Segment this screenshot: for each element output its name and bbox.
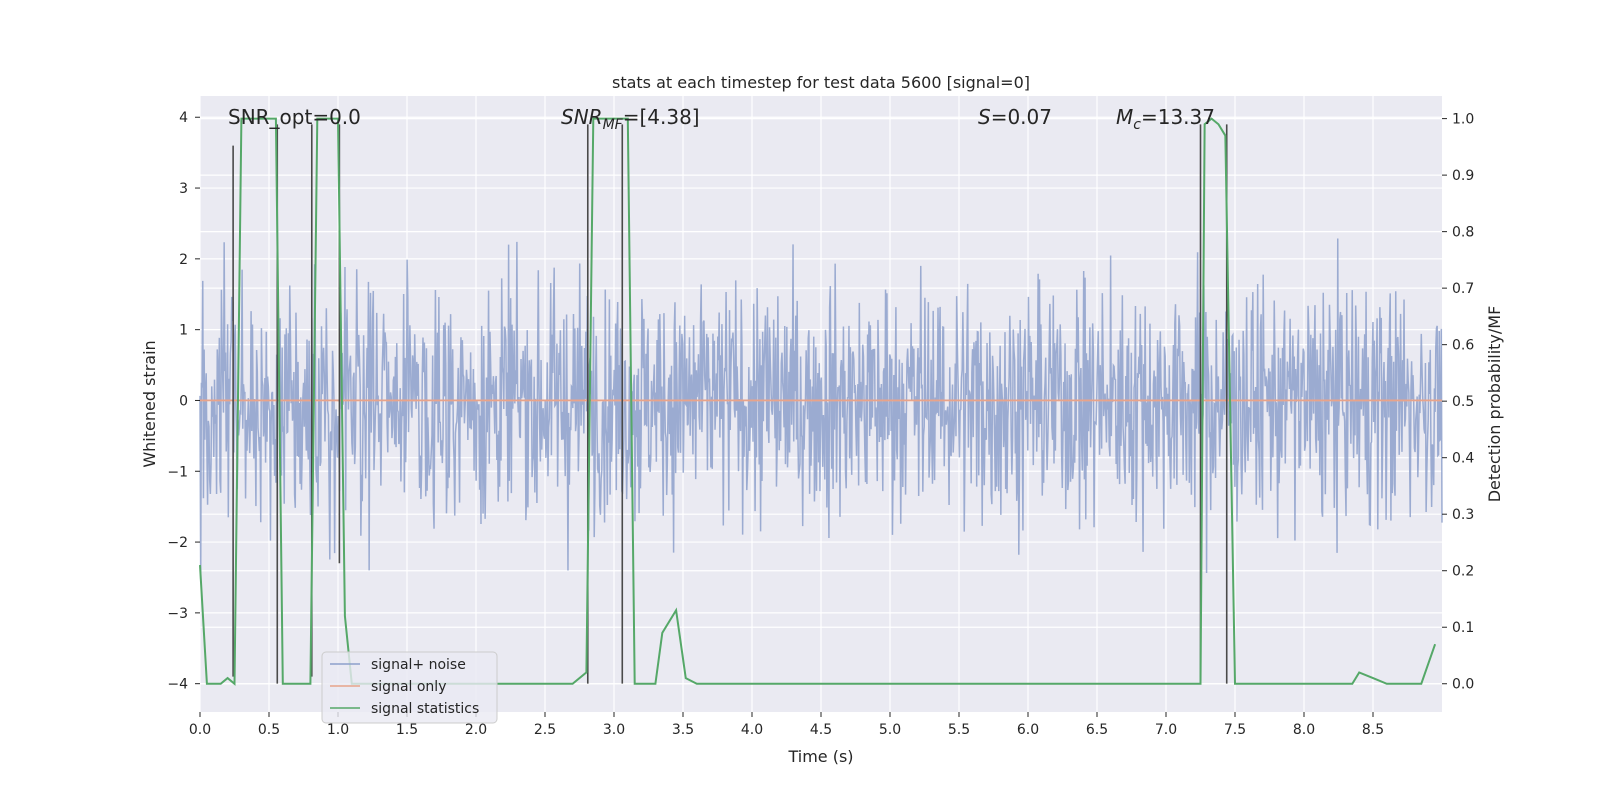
snr-mf-main: SNR: [561, 105, 603, 129]
y-tick-label-right: 0.6: [1452, 338, 1474, 354]
s-main: S: [978, 105, 991, 129]
x-tick-label: 4.0: [741, 722, 763, 738]
x-tick-label: 0.5: [258, 722, 280, 738]
annotation-snr-opt: SNR_opt=0.0: [228, 105, 361, 129]
y-tick-label-right: 0.3: [1452, 507, 1474, 523]
y-tick-label-left: −3: [167, 606, 188, 622]
y-tick-label-right: 0.2: [1452, 564, 1474, 580]
y-tick-label-left: 0: [179, 393, 188, 409]
y-tick-label-left: 3: [179, 181, 188, 197]
x-tick-label: 6.0: [1017, 722, 1039, 738]
legend-label-noise: signal+ noise: [371, 657, 466, 673]
mc-main: M: [1116, 105, 1133, 129]
x-tick-label: 3.5: [672, 722, 694, 738]
annotation-mc: Mc=13.37: [1116, 105, 1215, 133]
signal-statistics-series: [199, 117, 1437, 686]
legend-label-stats: signal statistics: [371, 701, 479, 717]
signal-noise-line: [199, 238, 1443, 580]
x-axis-ticks: 0.0 0.5 1.0 1.5 2.0 2.5 3.0 3.5 4.0 4.5 5.0 5.5 6.0 6…: [189, 712, 1384, 738]
y-tick-label-right: 0.9: [1452, 168, 1474, 184]
signal-statistics-line: [199, 117, 1437, 686]
mc-sub: c: [1133, 117, 1141, 133]
annotation-snr-mf: SNRMF=[4.38]: [561, 105, 700, 133]
annotation-s: S=0.07: [978, 105, 1052, 129]
mc-val: =13.37: [1141, 105, 1215, 129]
y-tick-label-left: 2: [179, 252, 188, 268]
x-tick-label: 2.5: [534, 722, 556, 738]
x-tick-label: 5.5: [948, 722, 970, 738]
y-tick-label-right: 0.4: [1452, 451, 1474, 467]
x-tick-label: 1.0: [327, 722, 349, 738]
x-tick-label: 7.0: [1155, 722, 1177, 738]
y-axis-right-label: Detection probability/MF: [1485, 306, 1504, 503]
x-tick-label: 6.5: [1086, 722, 1108, 738]
y-tick-label-right: 0.5: [1452, 394, 1474, 410]
x-tick-label: 3.0: [603, 722, 625, 738]
y-tick-label-right: 1.0: [1452, 112, 1474, 128]
snr-mf-val: =[4.38]: [623, 105, 700, 129]
y-tick-label-left: −4: [167, 677, 188, 693]
y-tick-label-right: 0.8: [1452, 225, 1474, 241]
y-tick-label-right: 0.1: [1452, 620, 1474, 636]
y-axis-left-ticks: 4 3 2 1 0 −1 −2 −3 −4: [167, 110, 200, 693]
y-tick-label-right: 0.7: [1452, 281, 1474, 297]
x-tick-label: 4.5: [810, 722, 832, 738]
legend-box: [321, 651, 498, 724]
x-tick-label: 1.5: [396, 722, 418, 738]
legend-label-signal: signal only: [371, 679, 446, 695]
y-axis-right-ticks: 1.0 0.9 0.8 0.7 0.6 0.5 0.4 0.3 0.2 0.1 0.0: [1442, 112, 1474, 693]
y-tick-label-right: 0.0: [1452, 677, 1474, 693]
chart-title: stats at each timestep for test data 560…: [612, 73, 1030, 92]
x-axis-label: Time (s): [787, 747, 853, 766]
y-axis-left-label: Whitened strain: [140, 340, 159, 467]
s-val: =0.07: [991, 105, 1052, 129]
snr-mf-sub: MF: [603, 117, 624, 133]
x-tick-label: 8.0: [1293, 722, 1315, 738]
y-tick-label-left: 1: [179, 323, 188, 339]
x-tick-label: 2.0: [465, 722, 487, 738]
x-tick-label: 8.5: [1362, 722, 1384, 738]
y-tick-label-left: 4: [179, 110, 188, 126]
y-tick-label-left: −2: [167, 535, 188, 551]
x-tick-label: 7.5: [1224, 722, 1246, 738]
signal-noise-series: [199, 238, 1443, 580]
legend: signal+ noise signal only signal statist…: [321, 651, 498, 724]
y-tick-label-left: −1: [167, 464, 188, 480]
x-tick-label: 0.0: [189, 722, 211, 738]
x-tick-label: 5.0: [879, 722, 901, 738]
